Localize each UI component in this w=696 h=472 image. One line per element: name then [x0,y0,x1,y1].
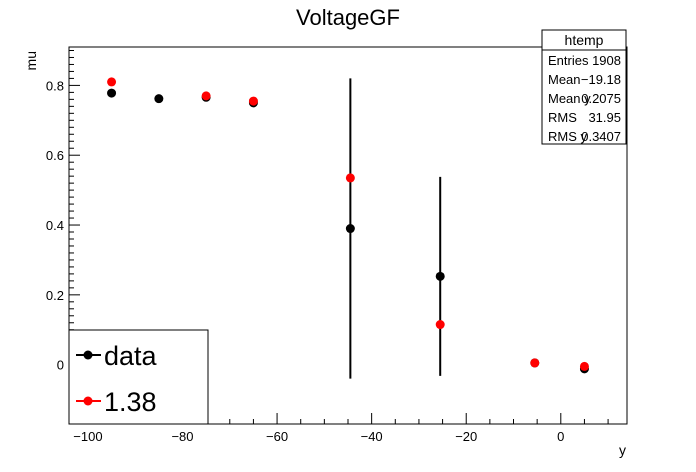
stats-box-title: htemp [565,32,604,48]
stats-label: Entries [548,53,589,68]
data-point [579,361,589,371]
y-axis-label: mu [23,51,39,70]
data-point [248,96,258,106]
stats-value: 31.95 [588,110,621,125]
legend-label: 1.38 [104,387,157,417]
legend-entries: data 1.38 [76,341,158,417]
series-layer [107,77,589,379]
stats-label: Mean y [548,91,591,106]
stats-box: htemp Entries 1908 Mean −19.18 Mean y0.2075 R… [541,29,627,145]
data-point [530,358,540,368]
x-tick-label: −20 [455,429,477,444]
x-tick-label: 0 [557,429,564,444]
data-point [435,320,445,330]
data-point [201,91,211,101]
stats-label: RMS y [548,129,588,144]
stats-label: RMS [548,110,577,125]
x-tick-label: −60 [266,429,288,444]
stats-value: 1908 [592,53,621,68]
legend: data 1.38 [68,329,209,425]
stats-value: −19.18 [581,72,621,87]
legend-frame [68,329,209,425]
data-point [107,77,117,87]
series-0 [107,78,589,379]
data-point [345,173,355,183]
series-1 [107,77,589,371]
data-point [435,271,445,281]
legend-label: data [104,341,158,371]
stats-rows: Entries 1908 Mean −19.18 Mean y0.2075 RMS 31.9… [548,53,621,144]
x-axis: −100 −80 −60 −40 −20 0 [73,413,609,444]
x-axis-label: y [619,442,626,458]
y-tick-label: 0.8 [46,78,64,93]
stats-label: Mean [548,72,581,87]
x-tick-label: −40 [361,429,383,444]
stats-value: 0.3407 [581,129,621,144]
y-tick-label: 0.2 [46,288,64,303]
chart-title: VoltageGF [296,5,400,30]
stats-value: 0.2075 [581,91,621,106]
data-point [154,94,164,104]
y-tick-label: 0 [57,358,64,373]
y-tick-label: 0.6 [46,148,64,163]
y-axis: 0 0.2 0.4 0.6 0.8 [46,49,80,422]
legend-marker [83,396,93,406]
legend-marker [83,350,93,360]
stats-box-frame [541,29,627,145]
data-point [107,88,117,98]
y-tick-label: 0.4 [46,218,64,233]
x-tick-label: −100 [73,429,102,444]
data-point [345,224,355,234]
x-tick-label: −80 [171,429,193,444]
